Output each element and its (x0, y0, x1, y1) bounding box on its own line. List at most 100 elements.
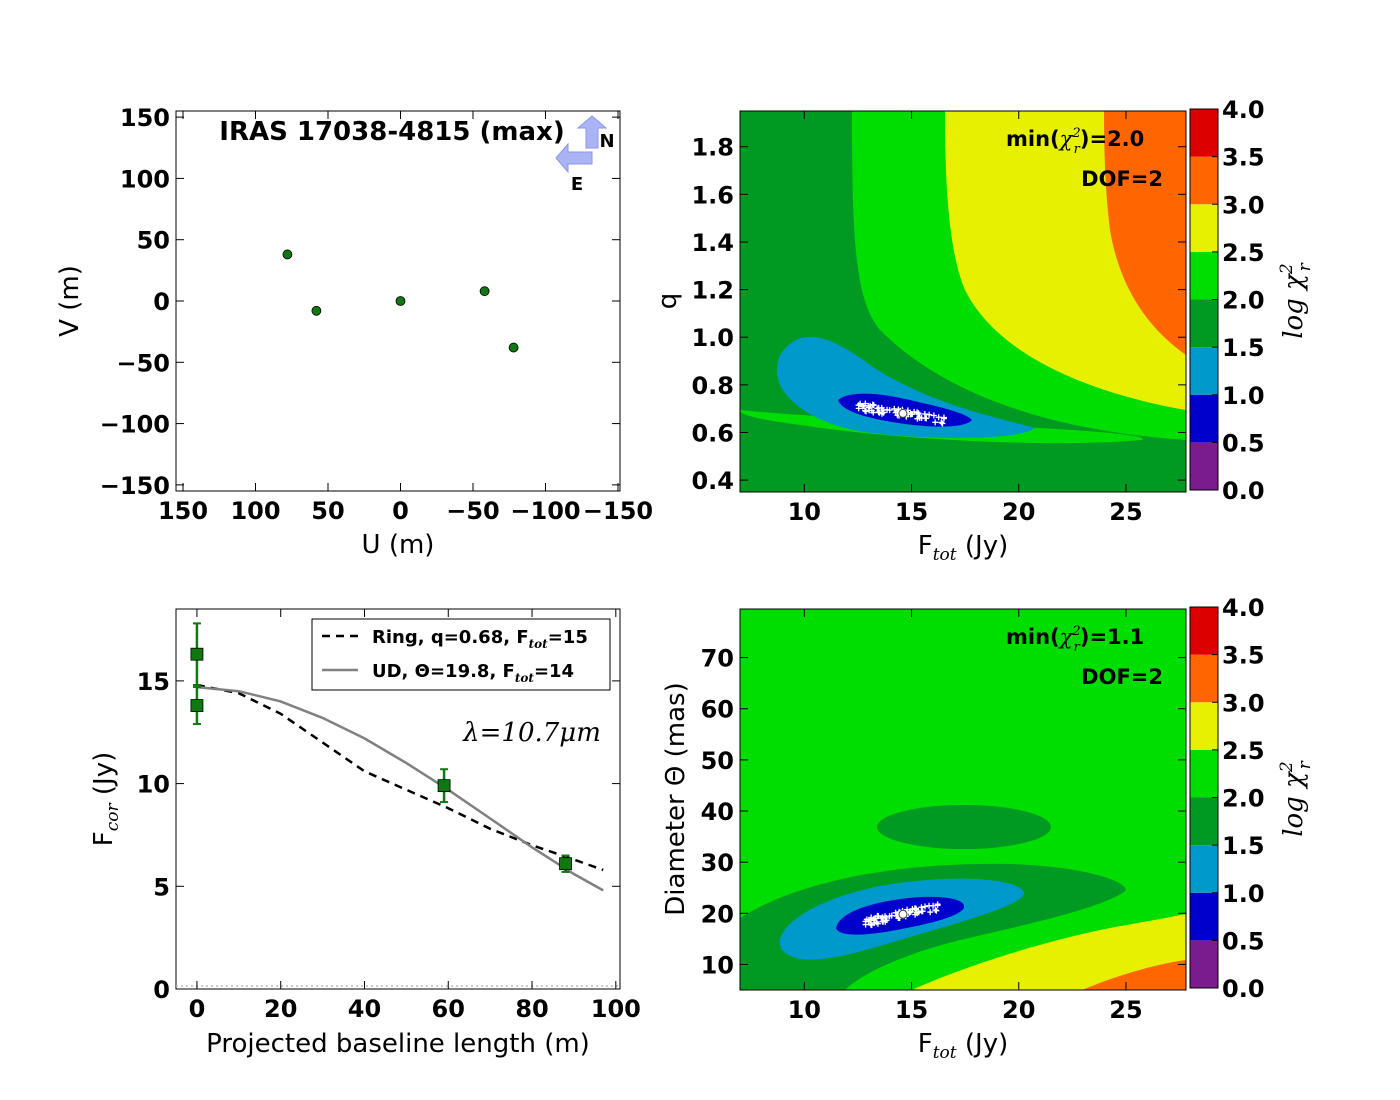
flux-y-tick-label: 0 (153, 976, 170, 1004)
flux-measurement-point (190, 699, 204, 712)
ring-colorbar-band (1190, 156, 1218, 205)
ring-min-chi2-annotation: min(χ2 r)=2.0 (1006, 126, 1144, 157)
flux-y-tick-label: 10 (137, 771, 170, 799)
ring-bootstrap-point (911, 408, 918, 415)
ud-bootstrap-point (913, 906, 920, 913)
ring-colorbar-tick-label: 0.5 (1222, 429, 1265, 457)
uv-y-ticks: 150 100 50 0 −50 −100 −150 (100, 104, 620, 500)
ring-y-ticks: 0.4 0.6 0.8 1.0 1.2 1.4 1.6 1.8 (691, 134, 1186, 495)
ud-bootstrap-point (871, 919, 878, 926)
uv-x-axis-label: U (m) (362, 530, 435, 560)
ring-colorbar-tick-label: 1.0 (1222, 382, 1265, 410)
flux-model-lines (196, 683, 604, 892)
uv-x-tick-label: −50 (446, 497, 500, 525)
ring-colorbar-label: log χ2r (1277, 262, 1315, 338)
ud-colorbar-band (1190, 892, 1218, 941)
flux-x-tick-label: 40 (348, 995, 381, 1023)
ud-plot-frame (739, 608, 1187, 991)
ring-colorbar-band (1190, 299, 1218, 348)
ud-bootstrap-point (886, 913, 893, 920)
ud-bootstrap-point (879, 914, 886, 921)
ud-colorbar-tick-label: 4.0 (1222, 594, 1265, 622)
uv-y-tick-label: 150 (120, 104, 170, 132)
ud-y-tick-label: 30 (701, 849, 734, 877)
flux-y-ticks: 0 5 10 15 (137, 668, 620, 1004)
ring-bootstrap-point (855, 405, 862, 412)
wavelength-annotation: λ=10.7μm (462, 718, 601, 748)
ring-bootstrap-point (938, 419, 945, 426)
ring-y-axis-label: q (653, 293, 683, 310)
ud-colorbar-band (1190, 702, 1218, 750)
uv-plot-title: IRAS 17038-4815 (max) (219, 117, 564, 147)
flux-x-tick-label: 60 (432, 995, 465, 1023)
ring-colorbar-band (1190, 109, 1218, 157)
legend-ud-label: UD, Θ=19.8, Ftot=14 (372, 661, 574, 685)
ud-chi2-panel: 10 15 20 25 10 20 30 40 50 60 70 min(χ2 r)=1.1 DOF… (661, 594, 1315, 1063)
compass-east-label: E (571, 174, 583, 195)
ring-bootstrap-point (907, 411, 914, 418)
ud-x-tick-label: 15 (895, 996, 928, 1024)
ring-colorbar-tick-label: 0.0 (1222, 477, 1265, 505)
uv-point (508, 342, 519, 353)
ring-x-axis-label: Ftot (Jy) (918, 531, 1008, 565)
ud-bootstrap-point (906, 909, 913, 916)
ud-contour-2.5-3.0 (912, 914, 1186, 990)
ud-min-chi2-annotation: min(χ2 r)=1.1 (1006, 624, 1144, 655)
flux-x-tick-label: 0 (189, 995, 206, 1023)
ring-bootstrap-point (869, 401, 876, 408)
ud-y-axis-label: Diameter Θ (mas) (661, 682, 691, 915)
ring-y-tick-label: 1.2 (691, 277, 734, 305)
ud-y-tick-label: 60 (701, 696, 734, 724)
ring-y-tick-label: 1.0 (691, 324, 734, 352)
ud-x-tick-label: 20 (1002, 996, 1035, 1024)
ud-colorbar-band (1190, 607, 1218, 655)
flux-x-tick-label: 100 (591, 995, 641, 1023)
flux-x-ticks: 0 20 40 60 80 100 (189, 609, 641, 1023)
ring-contour-3.0-3.5 (1104, 111, 1186, 355)
ring-plot-frame (739, 110, 1187, 493)
uv-x-tick-label: 50 (311, 497, 344, 525)
ud-x-tick-label: 10 (788, 996, 821, 1024)
ring-x-tick-label: 20 (1002, 498, 1035, 526)
ring-y-tick-label: 1.4 (691, 229, 734, 257)
ud-bootstrap-point (912, 911, 919, 918)
flux-measurement-point (437, 779, 451, 793)
uv-y-axis-label: V (m) (55, 265, 85, 337)
flux-legend-box (311, 618, 611, 691)
ring-bootstrap-point (866, 407, 873, 414)
ud-bootstrap-point (863, 916, 870, 923)
flux-x-axis-label: Projected baseline length (m) (206, 1029, 590, 1059)
ud-best-fit-marker (898, 909, 908, 919)
ring-colorbar-band (1190, 442, 1218, 490)
ring-bootstrap-point (930, 412, 937, 419)
ud-bootstrap-point (918, 908, 925, 915)
flux-x-tick-label: 80 (515, 995, 548, 1023)
ud-colorbar-tick-label: 0.5 (1222, 927, 1265, 955)
ring-bootstrap-point (860, 402, 867, 409)
flux-y-tick-label: 15 (137, 668, 170, 696)
ring-x-tick-label: 10 (788, 498, 821, 526)
ud-colorbar-label: log χ2r (1277, 760, 1315, 836)
ud-x-axis-label: Ftot (Jy) (918, 1029, 1008, 1063)
uv-point (282, 249, 293, 260)
uv-y-tick-label: 0 (153, 288, 170, 316)
ring-model-line (196, 683, 604, 872)
legend-ring-label: Ring, q=0.68, Ftot=15 (372, 627, 588, 651)
ud-bootstrap-point (883, 914, 890, 921)
ring-x-tick-label: 25 (1109, 498, 1142, 526)
uv-y-tick-label: 100 (120, 165, 170, 193)
east-arrow-icon (555, 142, 593, 174)
ring-bootstrap-point (857, 400, 864, 407)
ud-bootstrap-point (915, 909, 922, 916)
ud-bootstrap-point (932, 907, 939, 914)
ud-colorbar-tick-label: 3.0 (1222, 689, 1265, 717)
ring-colorbar-tick-label: 3.0 (1222, 191, 1265, 219)
uv-point (479, 286, 490, 297)
ud-colorbar-tick-label: 2.5 (1222, 737, 1265, 765)
ring-bootstrap-point (880, 407, 887, 414)
ring-bootstrap-point (891, 405, 898, 412)
ring-colorbar-band (1190, 394, 1218, 443)
ud-colorbar-band (1190, 845, 1218, 893)
ring-x-tick-label: 15 (895, 498, 928, 526)
ud-bootstrap-point (926, 902, 933, 909)
